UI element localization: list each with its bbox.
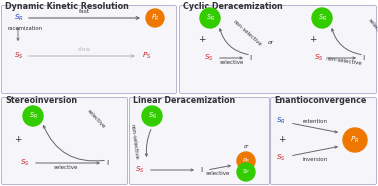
Text: I: I (106, 160, 108, 166)
Text: retention: retention (302, 119, 327, 124)
Circle shape (142, 106, 162, 126)
Text: or: or (243, 144, 249, 149)
Text: selective: selective (367, 18, 378, 40)
Text: non-selective: non-selective (232, 19, 262, 47)
Text: +: + (278, 135, 286, 145)
FancyBboxPatch shape (271, 97, 376, 185)
Text: I: I (249, 55, 251, 61)
Text: $P_S$: $P_S$ (142, 51, 151, 61)
Text: $S_S$: $S_S$ (135, 165, 145, 175)
Text: $S_S$: $S_S$ (20, 158, 29, 168)
Text: $P_R$: $P_R$ (350, 135, 360, 145)
Text: $S_S$: $S_S$ (276, 153, 286, 163)
Text: selective: selective (86, 109, 106, 130)
Text: $P_R$: $P_R$ (242, 157, 250, 166)
Circle shape (343, 128, 367, 152)
Text: $S_R$: $S_R$ (28, 111, 37, 121)
FancyBboxPatch shape (2, 97, 127, 185)
Text: +: + (198, 34, 206, 44)
Text: Enantioconvergence: Enantioconvergence (274, 96, 366, 105)
Text: Stereoinversion: Stereoinversion (5, 96, 77, 105)
FancyBboxPatch shape (130, 97, 270, 185)
FancyBboxPatch shape (180, 6, 376, 94)
Text: +: + (14, 135, 22, 145)
Text: racemization: racemization (8, 26, 43, 31)
Text: $S_R$: $S_R$ (318, 13, 327, 23)
Text: selective: selective (54, 165, 78, 170)
Text: $S_S$: $S_S$ (14, 51, 23, 61)
Text: $S_R$: $S_R$ (276, 116, 286, 126)
Text: selective: selective (206, 171, 230, 176)
Circle shape (237, 163, 255, 181)
Text: non-selective: non-selective (325, 56, 363, 66)
Text: Cyclic Deracemization: Cyclic Deracemization (183, 2, 283, 11)
Text: or: or (268, 41, 274, 46)
Text: non-selective: non-selective (129, 124, 139, 160)
Text: selective: selective (220, 60, 244, 65)
Text: I: I (362, 55, 364, 61)
Text: $S_S$: $S_S$ (314, 53, 324, 63)
Circle shape (237, 152, 255, 170)
Circle shape (312, 8, 332, 28)
Text: fast: fast (79, 9, 90, 14)
Text: $S_P$: $S_P$ (242, 168, 250, 177)
FancyBboxPatch shape (2, 6, 177, 94)
Text: inversion: inversion (302, 157, 328, 162)
Text: I: I (200, 167, 202, 173)
Text: Linear Deracemization: Linear Deracemization (133, 96, 235, 105)
Text: slow: slow (77, 47, 91, 52)
Text: $S_R$: $S_R$ (206, 13, 214, 23)
Text: $S_S$: $S_S$ (204, 53, 214, 63)
Text: Dynamic Kinetic Resolution: Dynamic Kinetic Resolution (5, 2, 129, 11)
Text: $S_R$: $S_R$ (14, 13, 23, 23)
Circle shape (23, 106, 43, 126)
Circle shape (146, 9, 164, 27)
Circle shape (200, 8, 220, 28)
Text: $P_R$: $P_R$ (150, 13, 160, 23)
Text: +: + (309, 34, 317, 44)
Text: $S_R$: $S_R$ (147, 111, 156, 121)
